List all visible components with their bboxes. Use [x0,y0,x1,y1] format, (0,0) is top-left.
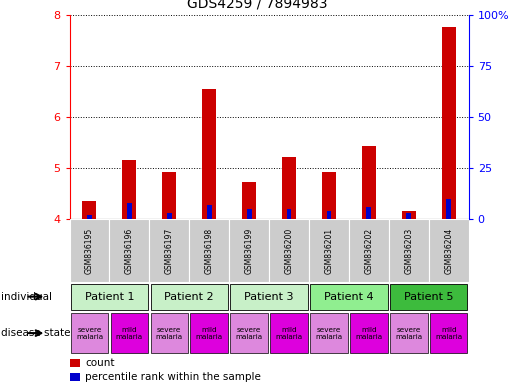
Bar [207,205,212,219]
Text: Patient 3: Patient 3 [244,291,294,302]
Bar [202,89,216,219]
Bar [149,219,190,282]
Bar [350,313,388,353]
Text: mild
malaria: mild malaria [116,327,143,339]
Bar [150,313,188,353]
Text: Patient 5: Patient 5 [404,291,454,302]
Bar [430,313,468,353]
Bar [327,211,331,219]
Bar [390,284,468,310]
Bar [150,284,228,310]
Bar [389,219,429,282]
Text: severe
malaria: severe malaria [315,327,342,339]
Bar [269,219,309,282]
Bar [111,313,148,353]
Bar [229,219,269,282]
Text: disease state: disease state [1,328,71,338]
Bar [190,219,229,282]
Bar [349,219,389,282]
Bar [282,157,296,219]
Bar [390,313,427,353]
Text: mild
malaria: mild malaria [276,327,303,339]
Text: mild
malaria: mild malaria [196,327,223,339]
Text: GSM836197: GSM836197 [165,227,174,274]
Text: GDS4259 / 7894983: GDS4259 / 7894983 [187,0,328,11]
Bar [310,284,388,310]
Bar [123,161,136,219]
Text: Patient 1: Patient 1 [84,291,134,302]
Text: severe
malaria: severe malaria [235,327,263,339]
Text: GSM836195: GSM836195 [85,227,94,274]
Bar [230,284,308,310]
Bar [402,211,416,219]
Text: GSM836202: GSM836202 [365,227,373,274]
Text: severe
malaria: severe malaria [76,327,103,339]
Bar [287,209,291,219]
Text: severe
malaria: severe malaria [156,327,183,339]
Bar [87,215,92,219]
Bar [270,313,308,353]
Bar [71,313,108,353]
Bar [109,219,149,282]
Text: individual: individual [1,291,52,302]
Bar [230,313,268,353]
Text: count: count [85,358,115,368]
Text: GSM836201: GSM836201 [324,227,333,274]
Text: GSM836204: GSM836204 [444,227,453,274]
Bar [362,146,376,219]
Text: mild
malaria: mild malaria [355,327,383,339]
Bar [406,213,411,219]
Text: GSM836196: GSM836196 [125,227,134,274]
Bar [447,199,451,219]
Text: GSM836199: GSM836199 [245,227,253,274]
Text: GSM836203: GSM836203 [404,227,413,274]
Bar [70,373,79,381]
Text: GSM836198: GSM836198 [205,227,214,274]
Text: Patient 2: Patient 2 [164,291,214,302]
Bar [70,219,109,282]
Text: GSM836200: GSM836200 [285,227,294,274]
Bar [127,203,132,219]
Bar [82,201,96,219]
Bar [71,284,148,310]
Text: percentile rank within the sample: percentile rank within the sample [85,372,262,382]
Bar [242,182,256,219]
Text: severe
malaria: severe malaria [395,327,422,339]
Text: mild
malaria: mild malaria [435,327,462,339]
Bar [367,207,371,219]
Bar [191,313,228,353]
Bar [247,209,251,219]
Bar [167,213,171,219]
Text: Patient 4: Patient 4 [324,291,374,302]
Bar [429,219,469,282]
Bar [442,26,456,219]
Bar [322,172,336,219]
Bar [309,219,349,282]
Bar [162,172,176,219]
Bar [310,313,348,353]
Bar [70,359,79,367]
